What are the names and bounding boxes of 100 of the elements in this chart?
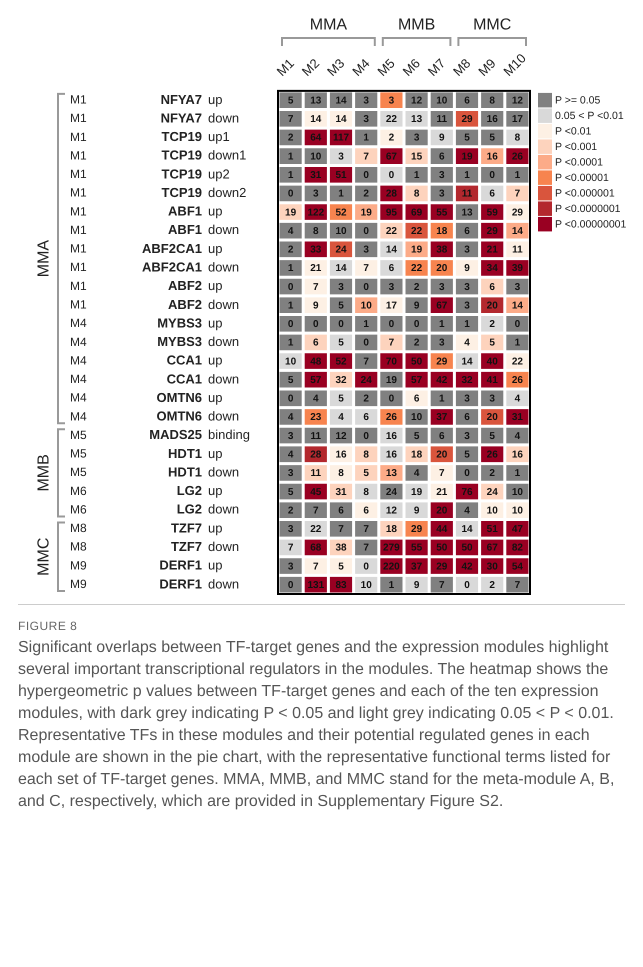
x-tick-label: M1	[274, 56, 297, 80]
text: M1	[70, 278, 87, 293]
y2-tick-label: up	[208, 240, 222, 256]
data-label: 3	[338, 282, 344, 293]
data-label: 117	[332, 132, 350, 144]
data-label: 1	[439, 394, 446, 405]
data-label: 19	[411, 244, 423, 256]
data-label: 3	[288, 430, 294, 442]
data-label: 16	[512, 450, 524, 461]
data-label: 3	[313, 188, 320, 200]
text: MMC	[35, 538, 52, 576]
y-tick-label: CCA1	[166, 371, 202, 386]
data-label: 3	[288, 561, 294, 572]
data-label: 17	[512, 114, 524, 126]
text: MMB	[35, 454, 52, 492]
data-label: 3	[464, 394, 470, 405]
data-label: 15	[411, 151, 423, 162]
data-label: 12	[512, 95, 524, 106]
data-label: 1	[464, 319, 470, 330]
data-label: 3	[439, 170, 446, 182]
data-label: 38	[436, 244, 448, 256]
data-label: 7	[363, 263, 370, 274]
data-label: 44	[436, 524, 448, 536]
data-label: 19	[285, 207, 297, 218]
text: M1	[70, 111, 87, 126]
text: MMC	[473, 16, 512, 34]
data-label: 18	[411, 450, 423, 461]
data-label: 21	[310, 263, 322, 274]
y-tick-label: ABF1	[168, 222, 202, 238]
data-label: 3	[388, 282, 395, 293]
data-label: 51	[486, 524, 498, 536]
data-label: 24	[486, 486, 498, 498]
data-label: 5	[414, 430, 420, 442]
data-label: 20	[436, 263, 448, 274]
y-tick-label: CCA1	[166, 352, 202, 368]
data-label: 4	[464, 338, 470, 349]
data-label: 9	[439, 132, 446, 144]
data-label: 7	[313, 282, 320, 293]
data-label: 82	[512, 542, 524, 554]
y2-tick-label: down	[208, 408, 240, 424]
data-label: 3	[363, 244, 370, 256]
data-label: 1	[288, 170, 294, 182]
data-label: 14	[461, 356, 473, 368]
data-label: 12	[386, 505, 398, 516]
data-label: 220	[383, 561, 400, 572]
text: M8	[70, 540, 87, 554]
text: M4	[70, 316, 87, 330]
data-label: 0	[464, 468, 470, 480]
data-label: 7	[439, 468, 446, 480]
data-label: 5	[288, 374, 294, 386]
y2-tick-label: up1	[208, 129, 230, 144]
data-label: 20	[436, 505, 448, 516]
data-label: 3	[439, 188, 446, 200]
data-label: 4	[288, 412, 294, 424]
data-label: 2	[288, 132, 294, 144]
data-label: 16	[386, 430, 398, 442]
data-label: 10	[512, 486, 524, 498]
data-label: 11	[436, 114, 448, 126]
data-label: 67	[486, 542, 498, 554]
data-label: 2	[388, 132, 395, 144]
data-label: 5	[338, 394, 344, 405]
data-label: 3	[414, 132, 420, 144]
data-label: 29	[436, 561, 448, 572]
data-label: 13	[310, 95, 322, 106]
data-label: 8	[313, 226, 320, 237]
data-label: 6	[388, 263, 395, 274]
text: M4	[70, 334, 87, 349]
data-label: 18	[386, 524, 398, 536]
text: MMA	[35, 240, 52, 278]
text: M5	[70, 446, 87, 461]
text: M1	[70, 260, 87, 274]
text: M4	[70, 372, 87, 386]
data-label: 1	[288, 151, 294, 162]
legend-label: P <0.00000001	[555, 218, 626, 230]
data-label: 8	[414, 188, 420, 200]
data-label: 2	[489, 580, 496, 591]
data-label: 14	[335, 114, 347, 126]
data-label: 3	[288, 468, 294, 480]
data-label: 83	[335, 580, 347, 591]
x-tick-label: M4	[349, 56, 373, 80]
data-label: 10	[486, 505, 498, 516]
data-label: 7	[439, 580, 446, 591]
data-label: 22	[386, 226, 398, 237]
y-tick-label: TCP19	[162, 148, 202, 163]
data-label: 2	[489, 468, 496, 480]
y2-tick-label: up	[208, 278, 222, 294]
y-tick-label: ABF1	[168, 204, 202, 219]
data-label: 67	[436, 300, 448, 312]
data-label: 279	[383, 542, 400, 554]
text: MMB	[398, 16, 436, 34]
data-label: 52	[335, 356, 347, 368]
data-label: 29	[486, 226, 498, 237]
data-label: 24	[360, 374, 372, 386]
text: M6	[70, 502, 87, 516]
data-label: 0	[288, 188, 294, 200]
data-label: 7	[514, 188, 521, 200]
data-label: 42	[436, 374, 448, 386]
y2-tick-label: down	[208, 110, 240, 126]
data-label: 0	[363, 282, 370, 293]
data-label: 1	[514, 338, 521, 349]
